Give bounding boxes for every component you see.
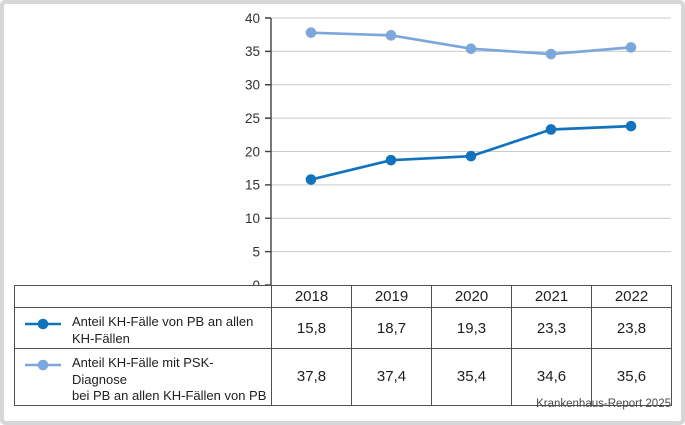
value-cell: 18,7 xyxy=(351,307,432,349)
table-row-series1: Anteil KH-Fälle von PB an allen KH-Fälle… xyxy=(14,307,672,349)
legend-label-series1: Anteil KH-Fälle von PB an allen KH-Fälle… xyxy=(72,314,254,346)
legend-cell-series2: Anteil KH-Fälle mit PSK-Diagnose bei PB … xyxy=(14,348,272,406)
y-axis-label: 25 xyxy=(245,111,260,126)
legend-marker-icon xyxy=(25,359,61,370)
legend-cell-series1: Anteil KH-Fälle von PB an allen KH-Fälle… xyxy=(14,307,272,349)
data-point xyxy=(545,48,557,60)
data-point xyxy=(385,154,397,166)
value-cell: 23,3 xyxy=(511,307,592,349)
data-point xyxy=(625,120,637,132)
legend-marker-icon xyxy=(25,318,61,329)
year-header: 2021 xyxy=(511,285,592,308)
y-axis-label: 15 xyxy=(245,178,260,193)
source-note: Krankenhaus-Report 2025 xyxy=(536,398,671,410)
table-header-row: 2018 2019 2020 2021 2022 xyxy=(14,285,672,308)
table-corner-spacer xyxy=(14,285,272,308)
y-axis-label: 20 xyxy=(245,144,260,159)
value-cell: 35,6 xyxy=(591,348,672,406)
data-point xyxy=(465,43,477,55)
data-point xyxy=(545,124,557,135)
y-axis-label: 5 xyxy=(252,244,260,259)
year-header: 2018 xyxy=(271,285,352,308)
data-point xyxy=(465,150,477,162)
value-cell: 35,4 xyxy=(431,348,512,406)
year-header: 2019 xyxy=(351,285,432,308)
value-cell: 23,8 xyxy=(591,307,672,349)
value-cell: 37,4 xyxy=(351,348,432,406)
y-axis-label: 40 xyxy=(245,11,260,26)
year-header: 2020 xyxy=(431,285,512,308)
table-row-series2: Anteil KH-Fälle mit PSK-Diagnose bei PB … xyxy=(14,348,672,406)
data-point xyxy=(385,30,397,41)
data-point xyxy=(625,42,637,53)
figure-canvas: 0510152025303540 2018 2019 2020 2021 202… xyxy=(4,4,681,421)
value-cell: 19,3 xyxy=(431,307,512,349)
year-header: 2022 xyxy=(591,285,672,308)
line-chart: 0510152025303540 xyxy=(245,11,671,293)
y-axis-label: 30 xyxy=(245,78,260,93)
y-axis-label: 10 xyxy=(245,211,260,226)
value-cell: 34,6 xyxy=(511,348,592,406)
data-point xyxy=(305,27,317,38)
y-axis-label: 35 xyxy=(245,44,260,59)
data-table: 2018 2019 2020 2021 2022 Anteil KH-Fälle… xyxy=(14,285,672,406)
legend-label-series2: Anteil KH-Fälle mit PSK-Diagnose bei PB … xyxy=(72,355,267,403)
data-point xyxy=(305,174,317,185)
value-cell: 15,8 xyxy=(271,307,352,349)
value-cell: 37,8 xyxy=(271,348,352,406)
